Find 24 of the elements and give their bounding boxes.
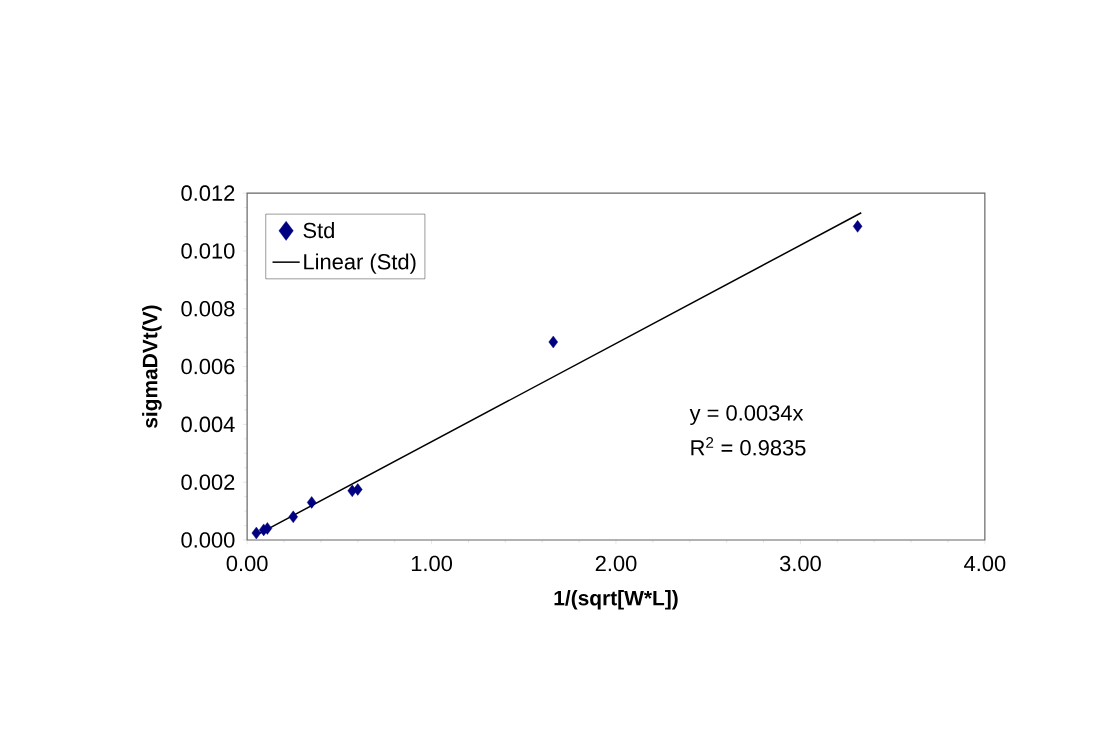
x-tick-label: 4.00 <box>964 555 1006 572</box>
x-axis-title: 1/(sqrt[W*L]) <box>554 590 678 610</box>
annotation: R$^{2}$ = 0.9835 <box>691 437 806 456</box>
point <box>306 496 317 509</box>
x-tick-label: 0.00 <box>226 555 268 572</box>
x-tick-label: 1.00 <box>411 555 453 572</box>
y-axis-title: sigmaDVt(V) <box>142 305 162 428</box>
legend-label: Std <box>303 222 334 239</box>
y-tick-label: 0.010 <box>181 243 235 259</box>
annotation: y = 0.0034x <box>689 405 804 425</box>
point <box>852 220 863 233</box>
point <box>353 483 363 496</box>
x-tick-label: 3.00 <box>779 555 821 572</box>
y-tick-label: 0.000 <box>181 532 235 548</box>
point <box>251 526 262 540</box>
y-tick-label: 0.012 <box>181 185 235 201</box>
point <box>288 510 298 524</box>
y-tick-label: 0.002 <box>181 474 235 490</box>
legend-label: Linear (Std) <box>304 253 416 274</box>
y-tick-label: 0.006 <box>181 358 235 375</box>
point <box>548 335 558 349</box>
y-tick-label: 0.004 <box>181 416 235 433</box>
x-tick-label: 2.00 <box>595 555 637 572</box>
y-tick-label: 0.008 <box>181 300 235 317</box>
